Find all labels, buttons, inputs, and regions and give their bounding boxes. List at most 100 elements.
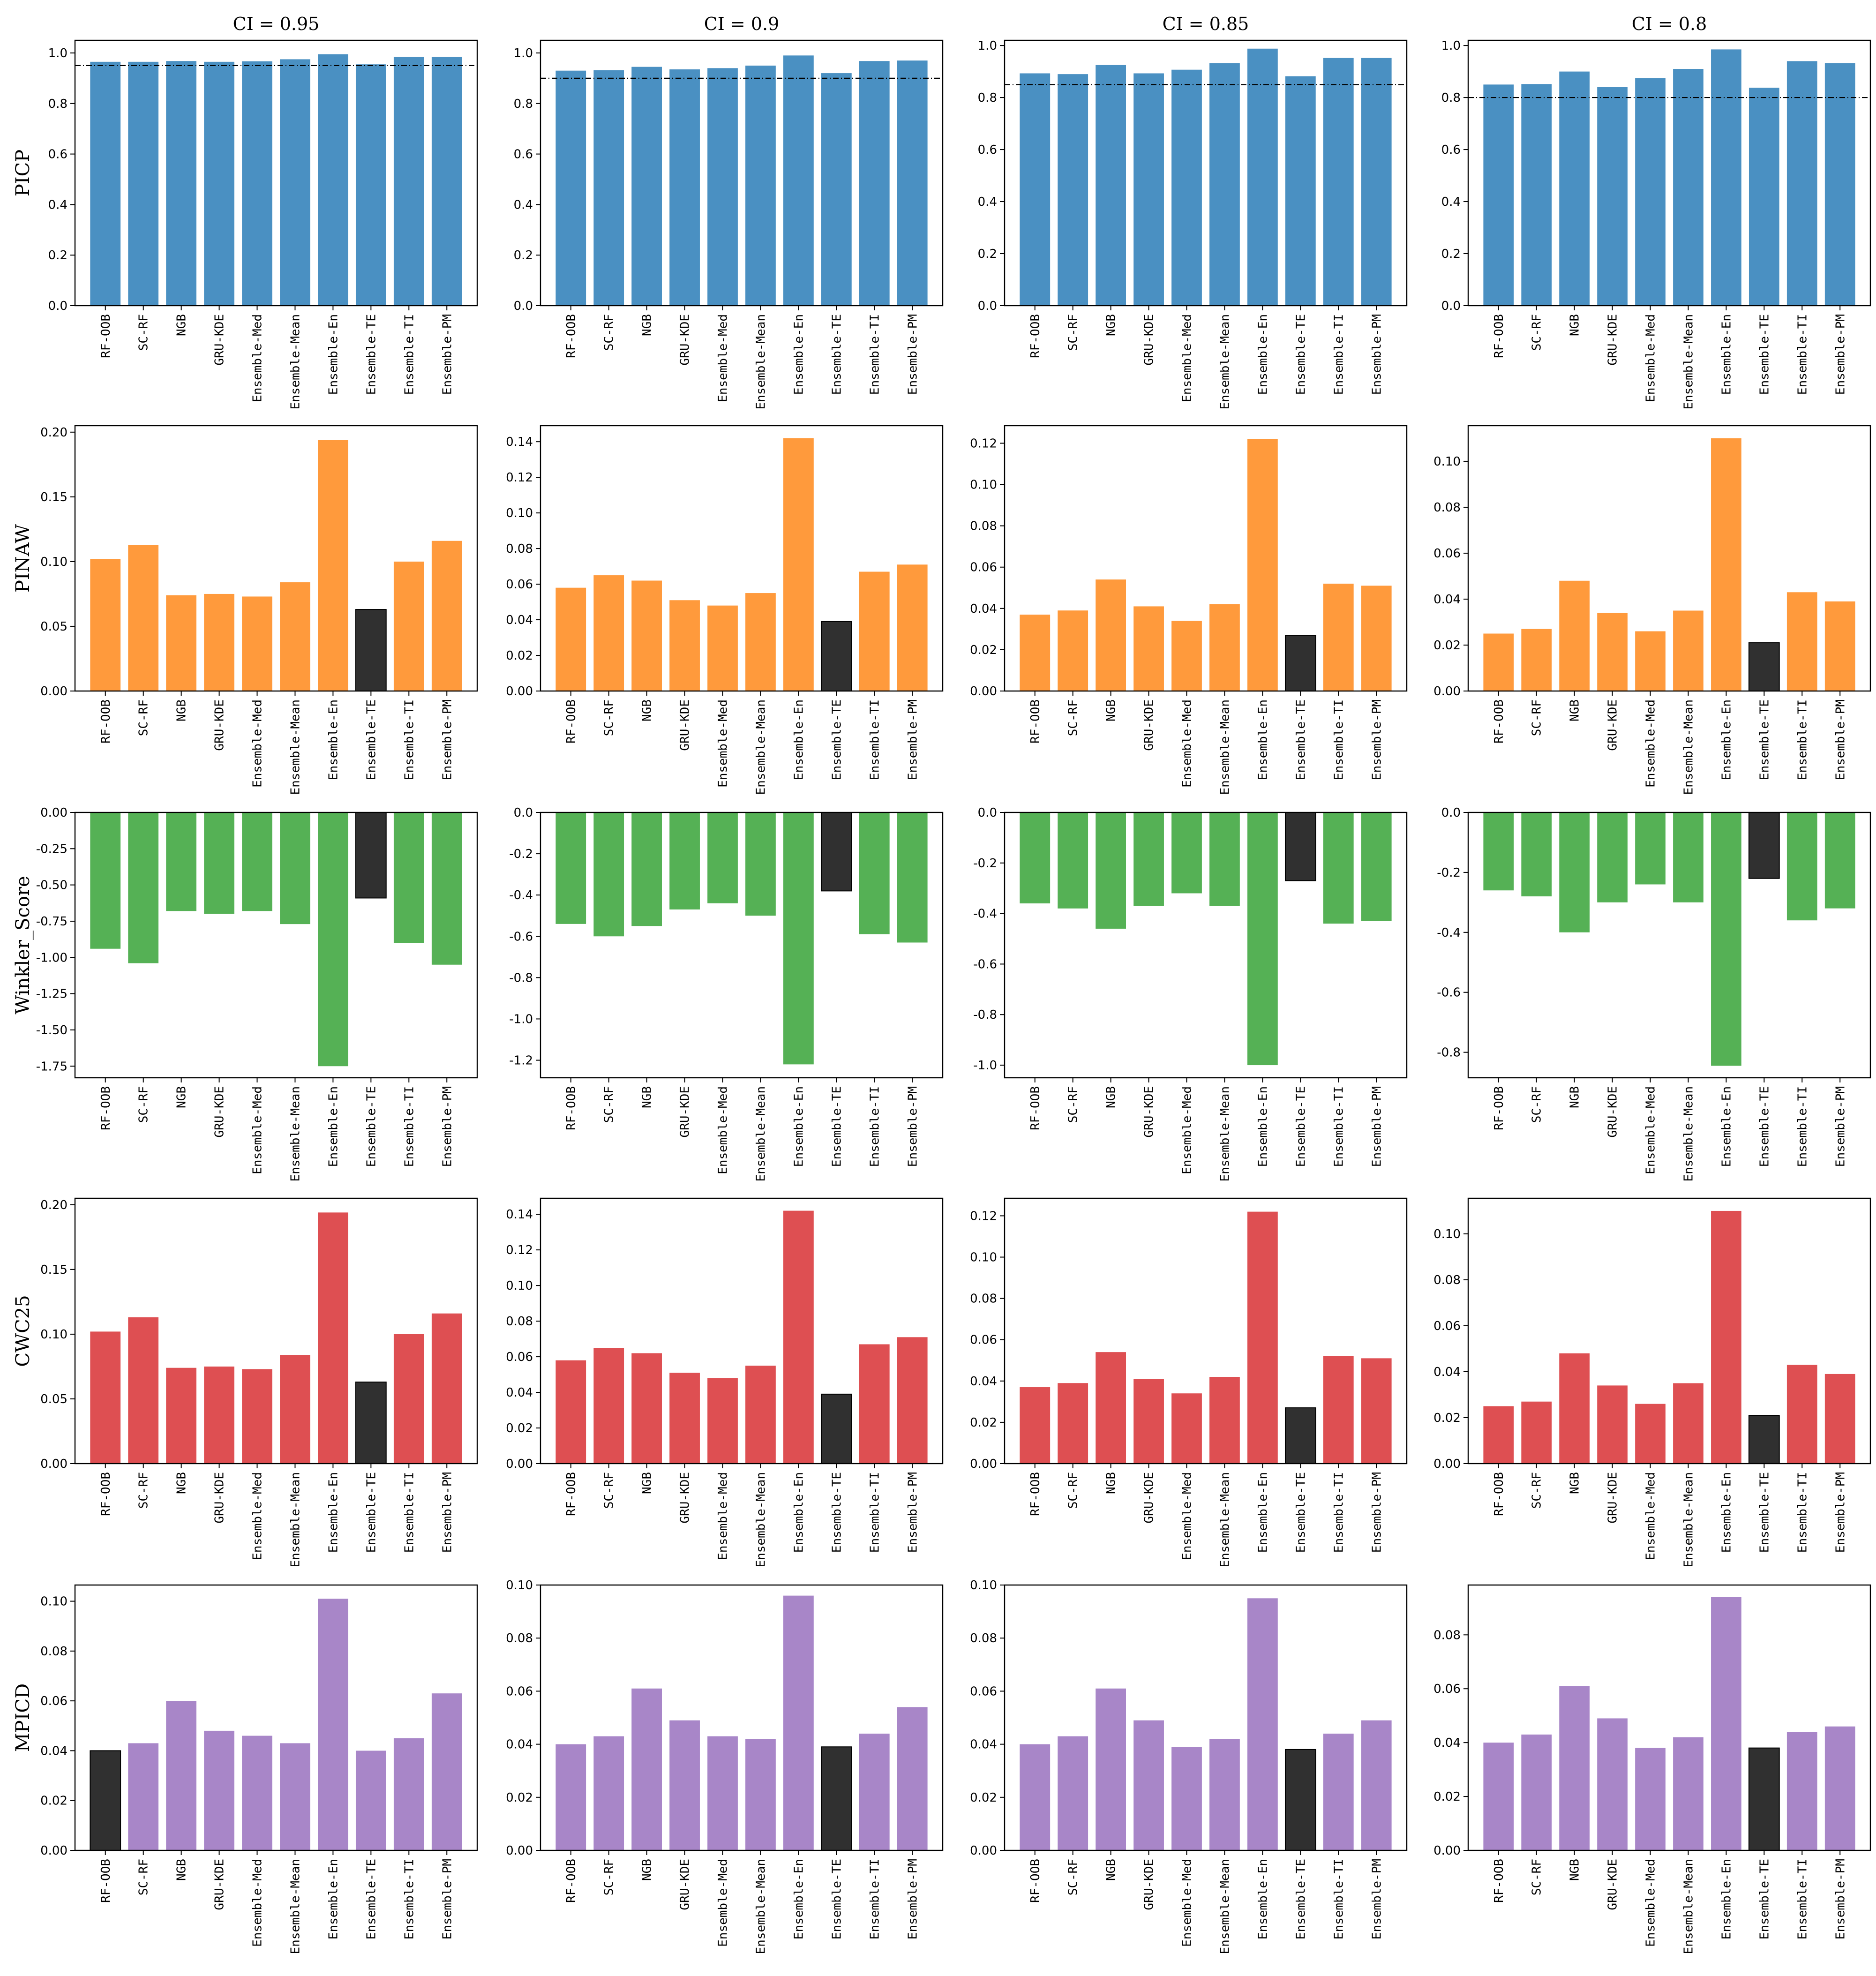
x-tick-label: NGB (640, 314, 654, 336)
y-tick-label: 0.06 (1433, 547, 1461, 561)
plot-frame (1004, 1197, 1408, 1465)
x-tick-label: RF-OOB (99, 1859, 113, 1903)
x-tick-label: SC-RF (1530, 1859, 1544, 1895)
x-tick-label: RF-OOB (1492, 699, 1506, 744)
bar-ensemble-pm (1824, 63, 1855, 306)
x-tick-label: GRU-KDE (213, 1086, 227, 1138)
x-tick-label: Ensemble-TE (1757, 314, 1771, 395)
y-tick-label: 0.0 (1441, 299, 1461, 313)
x-tick-label: Ensemble-En (1256, 1472, 1270, 1553)
x-tick-label: NGB (640, 1086, 654, 1108)
y-tick-label: -0.4 (509, 888, 533, 902)
bar-ensemble-med (707, 605, 738, 691)
bar-gru-kde (1133, 1720, 1164, 1850)
x-tick-label: Ensemble-PM (1833, 699, 1847, 780)
x-tick-label: Ensemble-PM (1370, 1859, 1384, 1939)
x-tick-label: RF-OOB (564, 1859, 578, 1903)
bar-ensemble-en (318, 54, 348, 306)
bar-sc-rf (1521, 812, 1552, 897)
x-tick-label: Ensemble-TI (868, 1859, 882, 1939)
x-tick-label: Ensemble-TE (364, 1859, 378, 1939)
bar-gru-kde (1597, 613, 1628, 691)
bar-gru-kde (669, 812, 700, 910)
bar-ngb (1096, 812, 1126, 929)
bar-ensemble-en (318, 1212, 348, 1464)
bar-ensemble-ti (1323, 58, 1354, 306)
x-tick-label: Ensemble-PM (440, 314, 454, 395)
x-tick-label: Ensemble-En (326, 699, 340, 780)
bar-gru-kde (1597, 1718, 1628, 1850)
x-tick-label: Ensemble-TE (1294, 1086, 1308, 1167)
x-tick-label: Ensemble-Med (251, 699, 265, 788)
y-tick-label: 0.10 (506, 506, 533, 520)
y-tick-label: 0.08 (970, 1292, 997, 1306)
bar-ensemble-pm (897, 1707, 928, 1850)
bar-ensemble-en (1247, 48, 1278, 306)
x-tick-label: GRU-KDE (1606, 1472, 1620, 1524)
bar-ensemble-mean (1209, 63, 1240, 306)
y-axis-label: PICP (12, 150, 34, 196)
y-tick-label: 0.06 (970, 1333, 997, 1347)
plot-frame (540, 1584, 944, 1851)
bar-ensemble-ti (1786, 812, 1817, 921)
x-tick-label: Ensemble-Mean (288, 699, 302, 795)
x-tick-label: Ensemble-Mean (1681, 1086, 1696, 1182)
x-tick-label: Ensemble-En (326, 1859, 340, 1939)
x-tick-label: GRU-KDE (678, 314, 692, 366)
x-tick-label: NGB (1104, 1472, 1118, 1494)
bar-ensemble-med (1171, 69, 1202, 306)
bar-ngb (631, 67, 662, 306)
y-tick-label: 0.4 (978, 195, 997, 209)
bar-sc-rf (1058, 610, 1088, 691)
bar-ensemble-mean (745, 65, 776, 306)
bar-ensemble-med (242, 1736, 272, 1850)
x-tick-label: Ensemble-Med (1644, 1859, 1658, 1947)
bar-ensemble-mean (1673, 610, 1703, 691)
bar-rf-oob (1483, 1743, 1514, 1850)
bar-gru-kde (204, 594, 234, 691)
y-tick-label: 0.0 (514, 299, 533, 313)
x-tick-label: Ensemble-En (1719, 699, 1733, 780)
x-tick-label: NGB (175, 1859, 189, 1881)
y-tick-label: 0.02 (1433, 1790, 1461, 1804)
bar-ensemble-mean (1673, 1383, 1703, 1464)
x-tick-label: RF-OOB (1028, 1472, 1043, 1516)
plot-frame (540, 1197, 944, 1465)
y-tick-label: 0.04 (506, 613, 533, 627)
y-tick-label: 0.0 (48, 299, 68, 313)
y-tick-label: 0.06 (40, 1694, 68, 1708)
x-tick-label: Ensemble-Med (1180, 314, 1194, 402)
x-tick-label: Ensemble-TE (364, 1086, 378, 1167)
x-tick-label: Ensemble-Med (251, 1859, 265, 1947)
bar-ensemble-te (1748, 812, 1780, 879)
x-tick-label: Ensemble-TE (830, 1859, 844, 1939)
y-tick-label: 0.00 (40, 806, 68, 820)
bar-ensemble-med (242, 61, 272, 306)
bar-rf-oob (1020, 1387, 1051, 1464)
y-tick-label: 0.0 (514, 806, 533, 820)
y-tick-label: 0.00 (40, 1457, 68, 1471)
x-tick-label: SC-RF (602, 699, 616, 736)
x-tick-label: GRU-KDE (1142, 1086, 1156, 1138)
y-axis-label: CWC25 (12, 1295, 34, 1367)
x-tick-label: Ensemble-En (1719, 1859, 1733, 1939)
x-tick-label: Ensemble-TI (1332, 699, 1346, 780)
y-tick-label: 0.15 (40, 490, 68, 504)
x-tick-label: Ensemble-En (1719, 1472, 1733, 1553)
y-axis-label: PINAW (12, 524, 34, 593)
y-tick-label: 0.06 (1433, 1682, 1461, 1696)
y-tick-label: 0.02 (970, 643, 997, 657)
x-tick-label: Ensemble-TI (1332, 1859, 1346, 1939)
bar-ensemble-en (1711, 812, 1741, 1066)
bar-ngb (1096, 579, 1126, 691)
x-tick-label: RF-OOB (564, 699, 578, 744)
x-tick-label: Ensemble-TE (830, 1472, 844, 1553)
y-tick-label: 0.04 (40, 1744, 68, 1758)
y-tick-label: -1.0 (973, 1059, 997, 1073)
y-tick-label: -1.25 (36, 987, 68, 1001)
bar-ensemble-te (1284, 635, 1316, 691)
x-tick-label: Ensemble-PM (440, 699, 454, 780)
bar-ensemble-te (1285, 76, 1316, 306)
bar-rf-oob (90, 559, 121, 691)
y-tick-label: 0.10 (506, 1578, 533, 1593)
